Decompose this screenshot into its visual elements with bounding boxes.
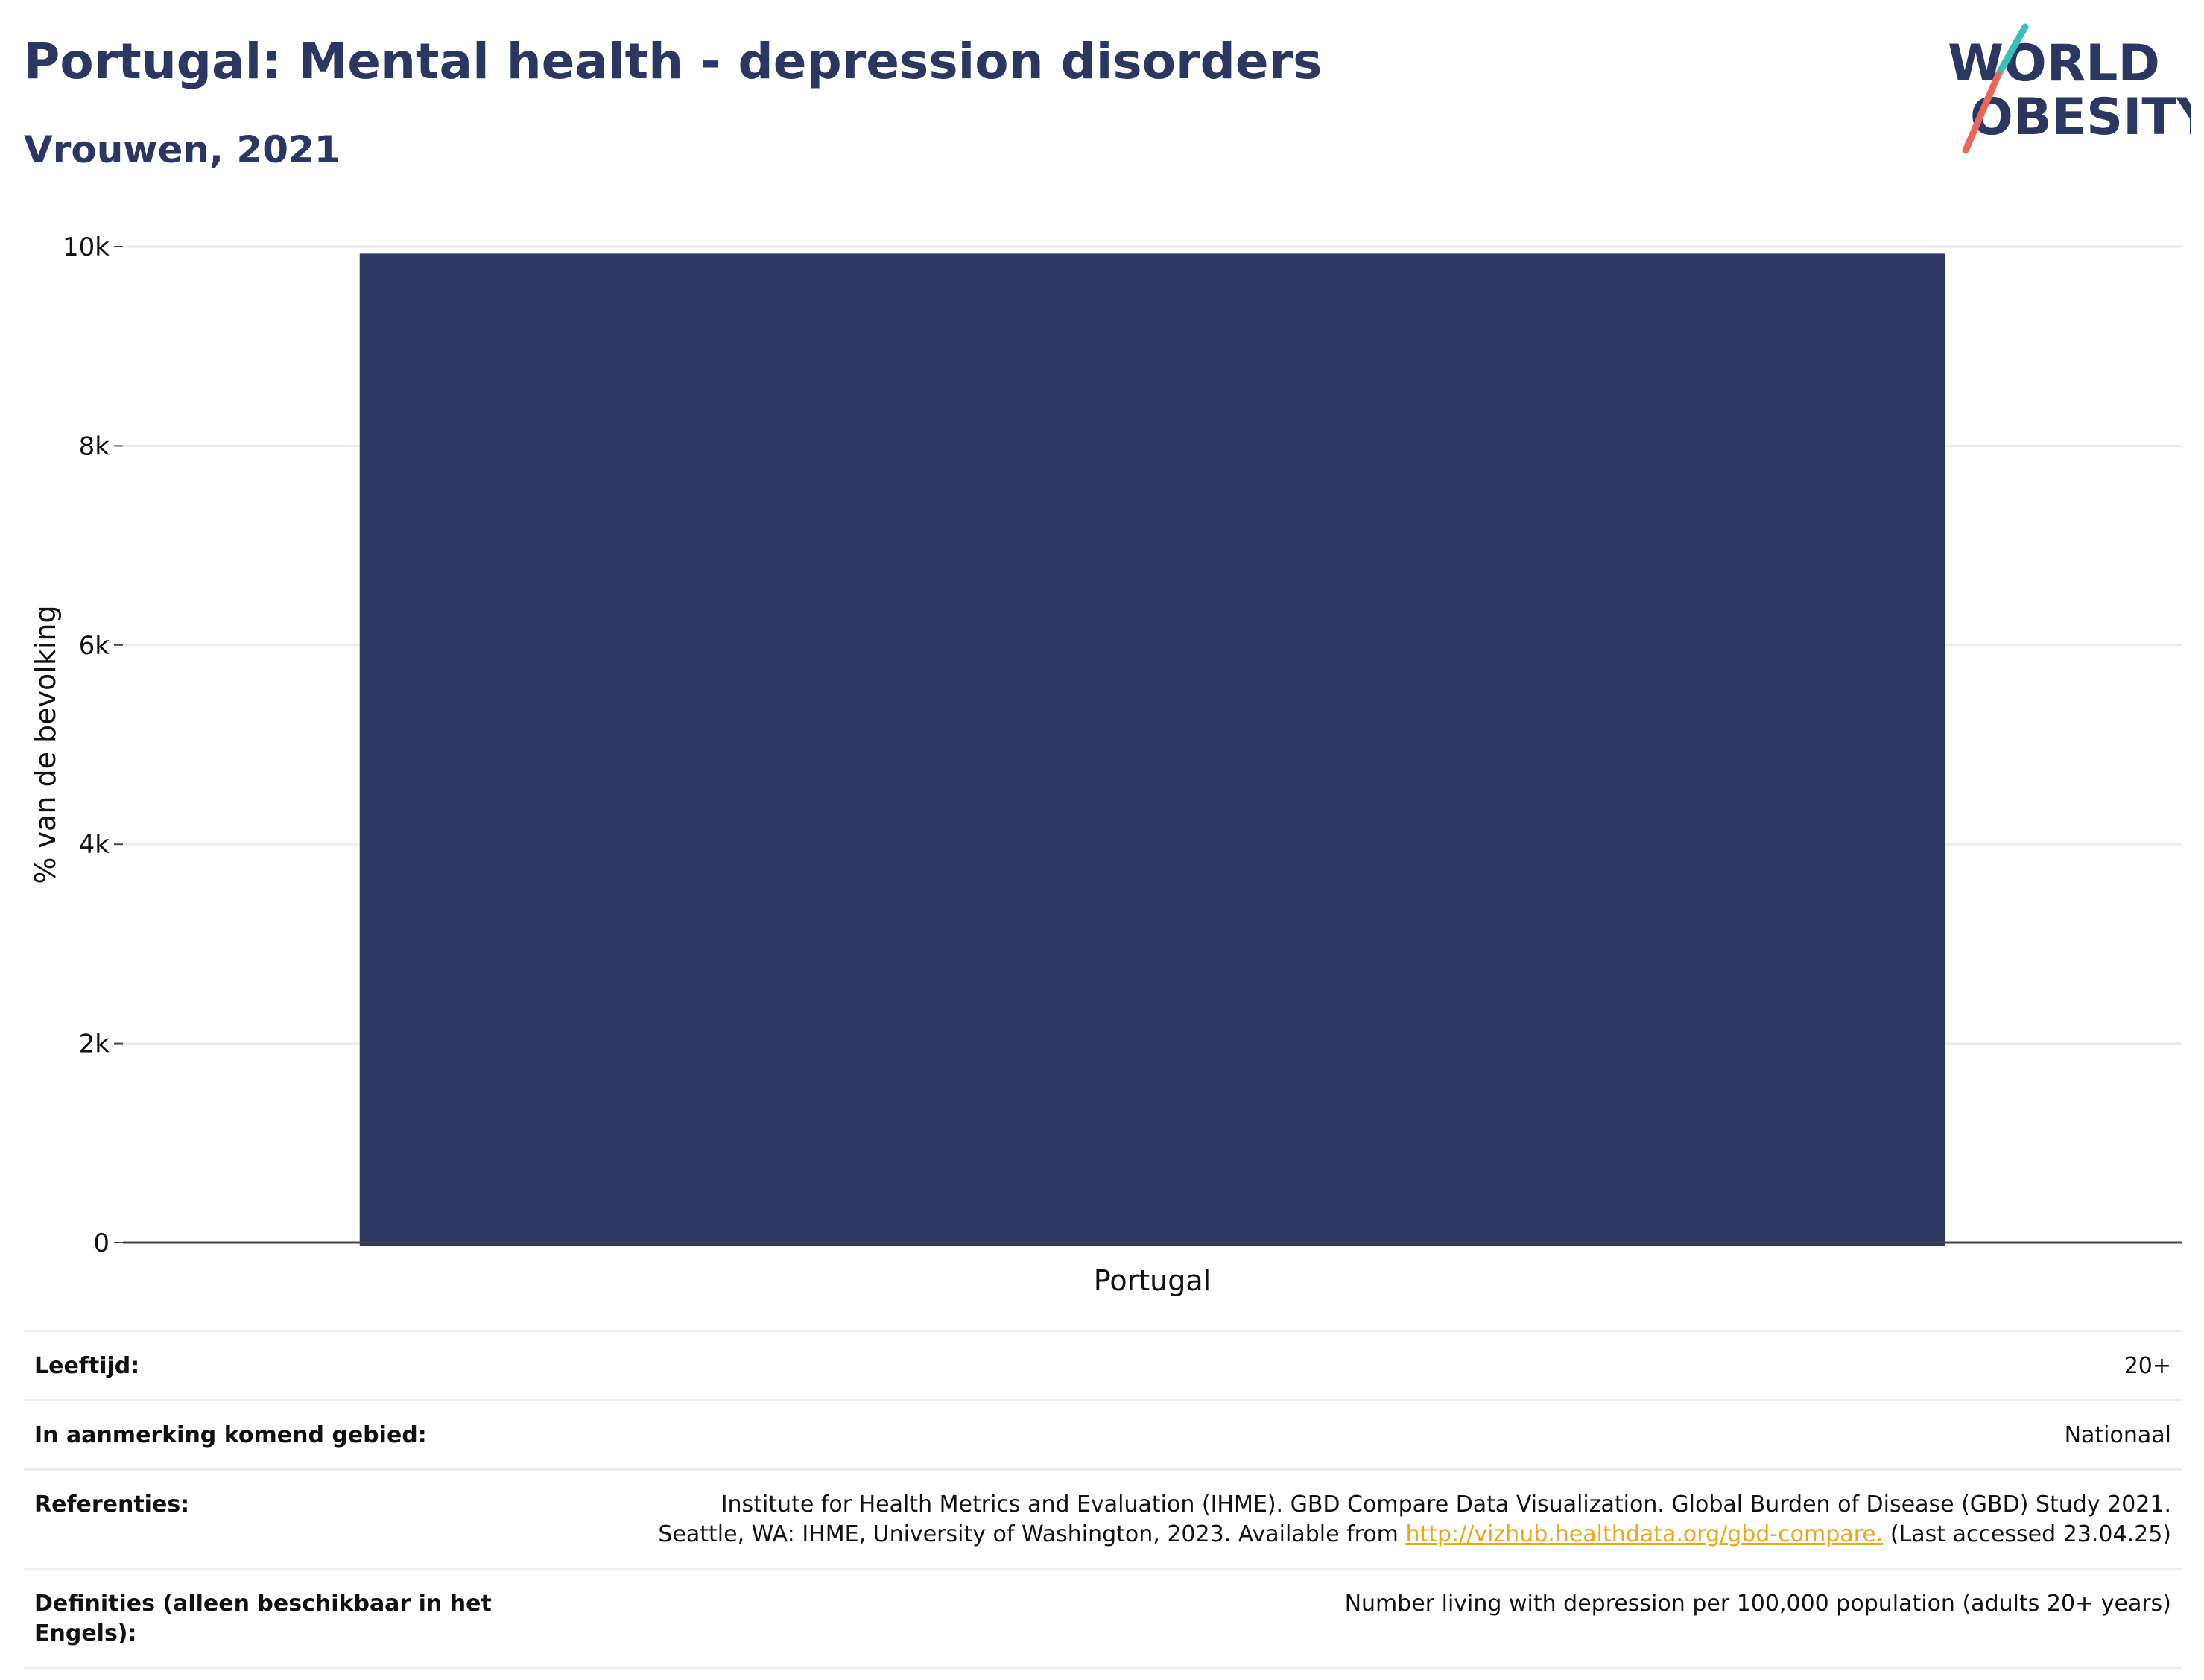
x-tick-label: Portugal xyxy=(1094,1264,1211,1297)
meta-value: Institute for Health Metrics and Evaluat… xyxy=(526,1490,2171,1550)
world-obesity-logo: WORLD OBESITY xyxy=(1948,23,2191,154)
meta-row-area: In aanmerking komend gebied: Nationaal xyxy=(24,1401,2182,1471)
meta-row-references: Referenties: Institute for Health Metric… xyxy=(24,1471,2182,1570)
y-tick-label: 2k xyxy=(79,1030,110,1059)
meta-key: Leeftijd: xyxy=(34,1353,140,1379)
page-title: Portugal: Mental health - depression dis… xyxy=(24,33,1323,90)
meta-value: 20+ xyxy=(2124,1353,2171,1379)
meta-key: Definities (alleen beschikbaar in het En… xyxy=(34,1591,492,1646)
meta-key: Referenties: xyxy=(34,1492,190,1518)
logo-slash-coral xyxy=(1962,71,2002,154)
logo-slash-teal xyxy=(1995,23,2029,78)
meta-row-age: Leeftijd: 20+ xyxy=(24,1332,2182,1401)
meta-key: In aanmerking komend gebied: xyxy=(34,1422,427,1448)
meta-value: Number living with depression per 100,00… xyxy=(1344,1591,2171,1617)
bar xyxy=(359,253,1945,1246)
meta-row-definitions: Definities (alleen beschikbaar in het En… xyxy=(24,1570,2182,1669)
y-tick-label: 10k xyxy=(63,232,110,262)
logo-word-1: WORLD xyxy=(1948,34,2160,93)
y-tick-label: 0 xyxy=(93,1229,110,1258)
reference-text: Seattle, WA: IHME, University of Washing… xyxy=(658,1521,1406,1547)
metadata-table: Leeftijd: 20+ In aanmerking komend gebie… xyxy=(24,1330,2182,1669)
reference-accessed: (Last accessed 23.04.25) xyxy=(1883,1521,2171,1547)
y-tick-label: 8k xyxy=(79,431,110,461)
reference-line-1: Institute for Health Metrics and Evaluat… xyxy=(721,1492,2171,1518)
logo-word-2: OBESITY xyxy=(1970,88,2191,147)
reference-line-2: Seattle, WA: IHME, University of Washing… xyxy=(526,1520,2171,1550)
page-subtitle: Vrouwen, 2021 xyxy=(24,128,341,171)
reference-link[interactable]: http://vizhub.healthdata.org/gbd-compare… xyxy=(1405,1521,1884,1547)
bar-chart: 0 2k 4k 6k 8k 10k Portugal % van de bevolking xyxy=(29,232,2182,1297)
y-axis-title: % van de bevolking xyxy=(29,605,62,884)
bars xyxy=(359,253,1945,1246)
axes: 0 2k 4k 6k 8k 10k Portugal % van de bevolking xyxy=(29,232,2182,1297)
y-tick-label: 6k xyxy=(79,631,110,661)
meta-value: Nationaal xyxy=(2064,1422,2171,1448)
y-tick-label: 4k xyxy=(79,830,110,860)
